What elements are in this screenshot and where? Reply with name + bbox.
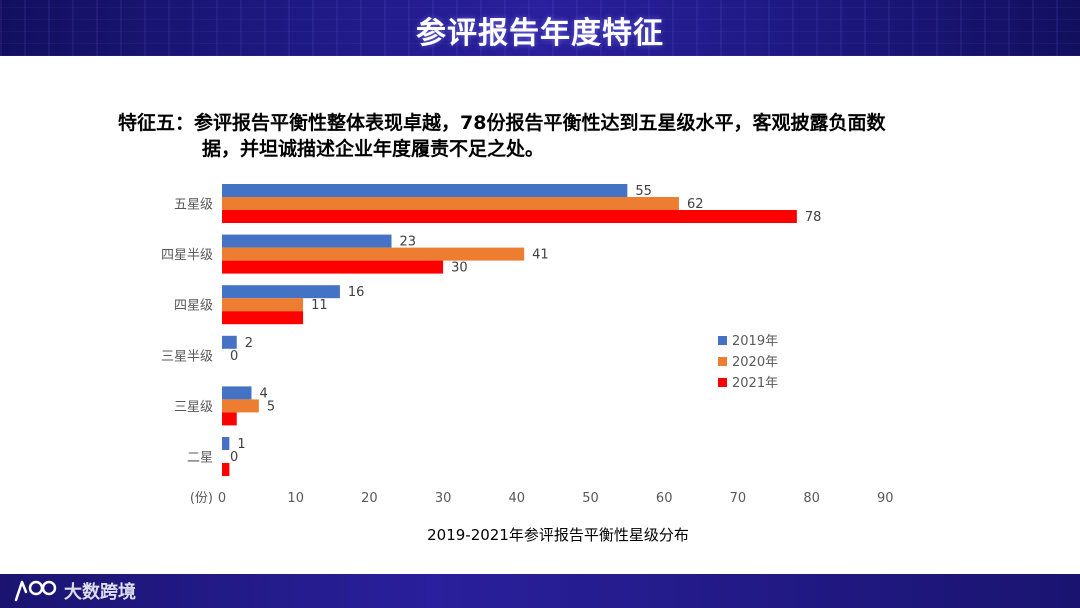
- category-label: 四星级: [174, 299, 213, 314]
- data-label: 4: [259, 386, 267, 401]
- bar: [222, 210, 797, 223]
- bar: [222, 311, 304, 325]
- brand: 大数跨境: [12, 577, 136, 605]
- bar: [222, 197, 679, 210]
- x-tick-label: 40: [509, 491, 526, 506]
- legend-label: 2021年: [732, 376, 778, 391]
- x-tick-label: 60: [656, 491, 673, 506]
- data-label: 55: [635, 184, 652, 199]
- data-label: 0: [230, 450, 238, 465]
- category-label: 五星级: [174, 198, 213, 213]
- legend-swatch: [718, 336, 727, 345]
- legend-swatch: [718, 357, 727, 366]
- bar: [222, 437, 230, 450]
- category-label: 二星: [187, 451, 213, 466]
- x-tick-label: 20: [361, 491, 378, 506]
- heading-line-2: 据，并坦诚描述企业年度履责不足之处。: [202, 138, 545, 160]
- data-label: 78: [805, 210, 822, 225]
- bar: [222, 234, 392, 248]
- bar: [222, 247, 525, 261]
- data-label: 16: [348, 285, 365, 300]
- category-label: 三星半级: [161, 349, 213, 364]
- feature-heading: 特征五：参评报告平衡性整体表现卓越，78份报告平衡性达到五星级水平，客观披露负面…: [118, 110, 998, 162]
- bar: [222, 463, 230, 476]
- bar: [222, 412, 237, 426]
- footer-band: [0, 574, 1080, 608]
- bar: [222, 335, 237, 349]
- data-label: 62: [687, 197, 704, 212]
- x-tick-label: 50: [582, 491, 599, 506]
- category-label: 三星级: [174, 400, 213, 415]
- x-tick-label: 0: [218, 491, 226, 506]
- legend-label: 2019年: [732, 334, 778, 349]
- bar: [222, 386, 252, 400]
- bar: [222, 298, 304, 312]
- x-tick-label: 70: [730, 491, 747, 506]
- bar: [222, 399, 259, 413]
- data-label: 41: [532, 248, 549, 263]
- x-axis-label: (份): [190, 491, 213, 506]
- legend-label: 2020年: [732, 355, 778, 370]
- x-tick-label: 80: [803, 491, 820, 506]
- legend-swatch: [718, 378, 727, 387]
- slide-content: [0, 56, 1080, 574]
- data-label: 2: [245, 336, 253, 351]
- x-tick-label: 90: [877, 491, 894, 506]
- chart-title: 2019-2021年参评报告平衡性星级分布: [427, 526, 689, 544]
- data-label: 30: [451, 261, 468, 276]
- x-tick-label: 30: [435, 491, 452, 506]
- bar: [222, 285, 340, 299]
- data-label: 0: [230, 349, 238, 364]
- brand-name: 大数跨境: [64, 582, 136, 603]
- category-label: 四星半级: [161, 248, 213, 263]
- data-label: 11: [311, 298, 328, 313]
- heading-line-1: 特征五：参评报告平衡性整体表现卓越，78份报告平衡性达到五星级水平，客观披露负面…: [118, 112, 886, 134]
- x-tick-label: 10: [287, 491, 304, 506]
- bar: [222, 260, 444, 274]
- data-label: 5: [267, 399, 275, 414]
- data-label: 23: [400, 235, 417, 250]
- data-label: 1: [237, 437, 245, 452]
- bar: [222, 184, 628, 197]
- brand-logo-icon: [14, 580, 57, 602]
- page-title: 参评报告年度特征: [416, 16, 664, 51]
- title-banner: 参评报告年度特征: [0, 0, 1080, 56]
